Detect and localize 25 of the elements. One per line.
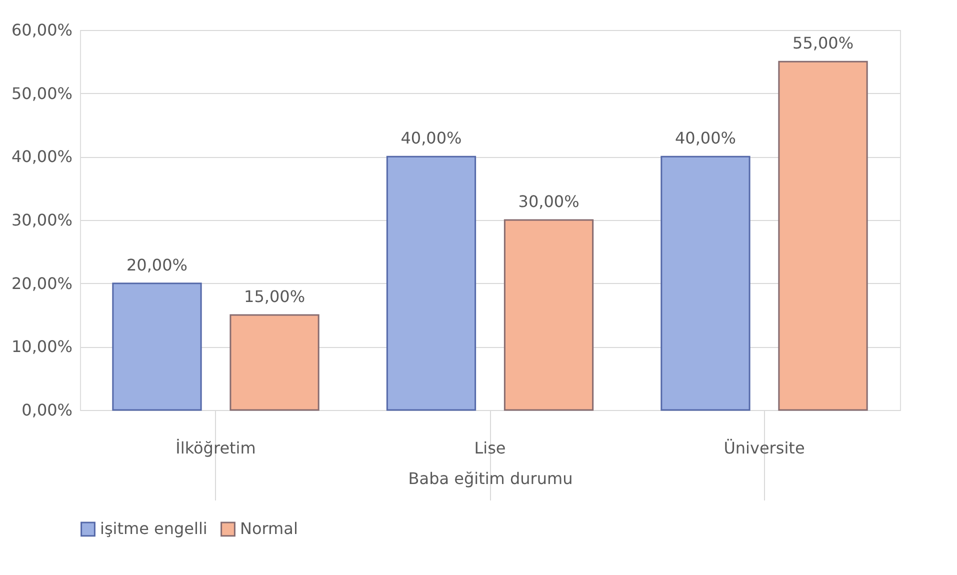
legend-label: Normal: [240, 519, 298, 538]
y-tick-label: 0,00%: [22, 400, 72, 420]
bar: [778, 60, 868, 411]
y-tick-label: 10,00%: [11, 337, 72, 356]
y-tick-label: 20,00%: [11, 274, 72, 293]
bar: [386, 156, 476, 411]
bar: [660, 156, 750, 411]
data-label: 30,00%: [518, 192, 580, 211]
data-label: 15,00%: [244, 287, 306, 306]
x-tick-label: Üniversite: [724, 438, 805, 458]
x-axis-title: Baba eğitim durumu: [408, 469, 573, 488]
legend-label: işitme engelli: [100, 519, 208, 538]
y-tick-label: 40,00%: [11, 147, 72, 166]
y-tick-label: 60,00%: [11, 20, 72, 40]
x-tick-label: Lise: [474, 438, 506, 458]
y-tick-label: 50,00%: [11, 84, 72, 103]
data-label: 40,00%: [674, 128, 736, 148]
data-label: 55,00%: [792, 34, 854, 53]
data-label: 20,00%: [126, 255, 188, 274]
bar: [504, 219, 594, 411]
bar: [230, 314, 320, 411]
bar: [112, 282, 202, 411]
y-tick-label: 30,00%: [11, 210, 72, 230]
data-label: 40,00%: [400, 128, 462, 148]
x-tick-label: İlköğretim: [176, 438, 256, 458]
